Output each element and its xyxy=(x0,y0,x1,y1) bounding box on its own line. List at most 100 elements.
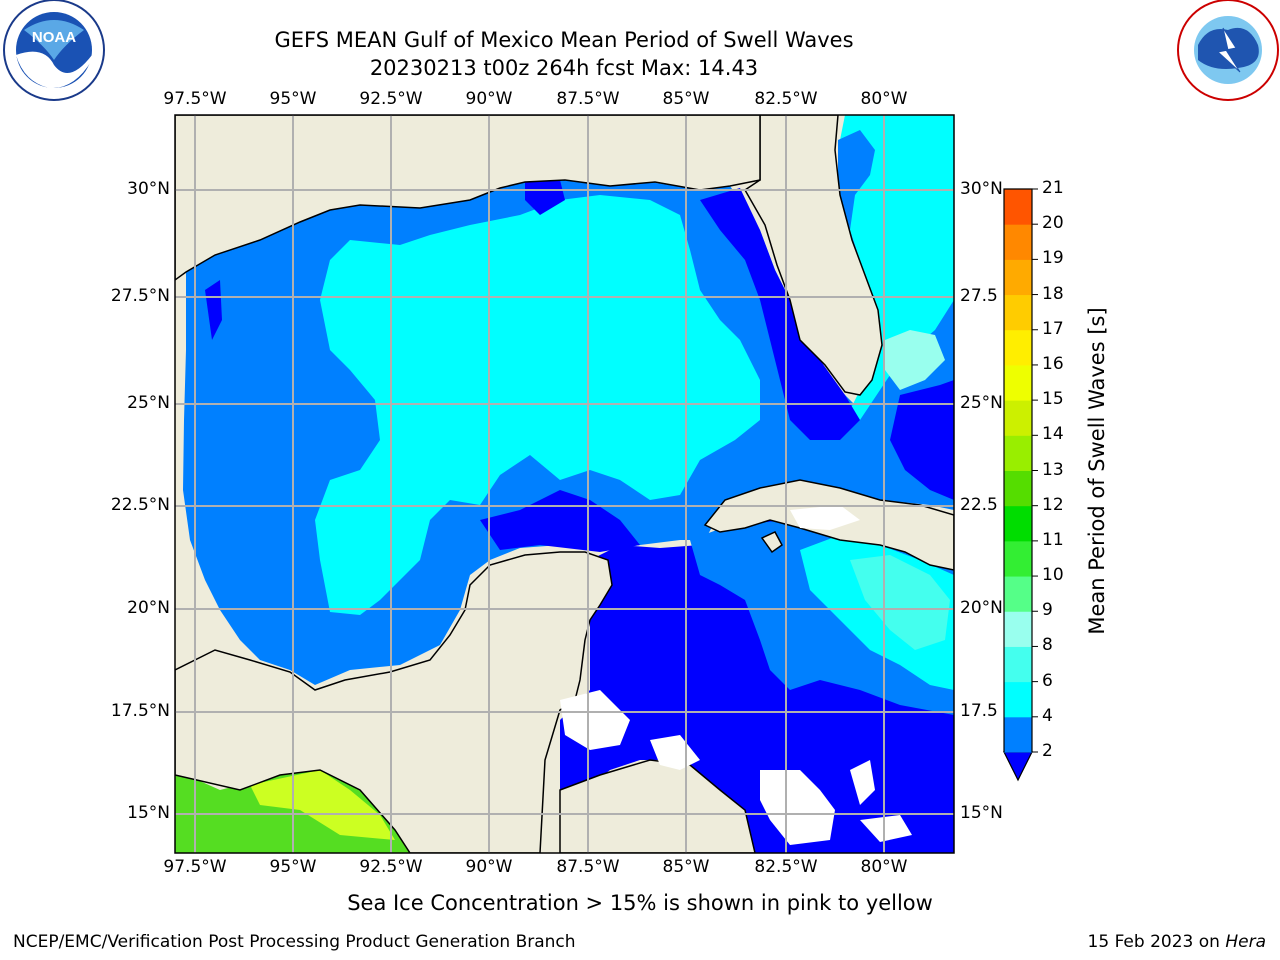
colorbar-segment xyxy=(1004,646,1032,683)
chart-subtitle: 20230213 t00z 264h fcst Max: 14.43 xyxy=(369,56,759,80)
caribbean-ocean-light xyxy=(850,555,950,650)
nodata-patch xyxy=(790,505,860,530)
nodata-patch xyxy=(560,690,630,750)
colorbar-segment xyxy=(1004,505,1032,542)
gulf-ocean-dark-north xyxy=(525,180,565,215)
lat-label: 30°N xyxy=(127,179,170,199)
nws-logo xyxy=(1177,0,1279,101)
colorbar xyxy=(1003,188,1038,782)
atlantic-ocean-cyan xyxy=(838,115,954,420)
colorbar-segment xyxy=(1004,611,1032,647)
pacific-ocean-yellow xyxy=(250,770,395,840)
sea-ice-caption: Sea Ice Concentration > 15% is shown in … xyxy=(347,891,933,915)
colorbar-segment xyxy=(1004,294,1032,331)
gulf-ocean-dark-south xyxy=(480,490,640,552)
footer-machine: Hera xyxy=(1225,932,1266,952)
colorbar-segment xyxy=(1004,435,1032,471)
colorbar-tick-label: 14 xyxy=(1042,424,1064,445)
lon-label: 82.5°W xyxy=(754,857,818,877)
colorbar-tick-label: 21 xyxy=(1042,178,1064,198)
lon-label: 85°W xyxy=(662,89,710,109)
gulf-ocean-dark-west xyxy=(205,280,222,340)
colorbar-tick-label: 4 xyxy=(1042,705,1053,726)
lat-label: 15°N xyxy=(127,803,170,823)
colorbar-tick-label: 15 xyxy=(1042,389,1064,410)
lon-label: 97.5°W xyxy=(163,89,227,109)
lon-label: 87.5°W xyxy=(556,89,620,109)
us-gulf-coast-land xyxy=(175,115,761,281)
colorbar-segment xyxy=(1004,224,1032,260)
lon-label: 90°W xyxy=(465,89,513,109)
colorbar-tick-label: 12 xyxy=(1042,494,1064,515)
lat-label: 27.5°N xyxy=(110,286,170,306)
colorbar-segment xyxy=(1004,681,1032,718)
colorbar-tick-label: 6 xyxy=(1042,670,1053,691)
colorbar-segment xyxy=(1004,189,1032,225)
atlantic-ocean-light xyxy=(885,330,945,390)
map-area xyxy=(175,115,954,853)
colorbar-extend-triangle xyxy=(1003,751,1033,782)
colorbar-tick-label: 17 xyxy=(1042,318,1064,339)
colorbar-tick-label: 16 xyxy=(1042,353,1064,374)
noaa-logo: NOAA xyxy=(3,0,105,101)
lon-label: 82.5°W xyxy=(754,89,818,109)
lat-label: 22.5 xyxy=(960,495,998,515)
lon-label: 80°W xyxy=(860,89,908,109)
lat-label: 15°N xyxy=(960,803,1003,823)
lat-label: 25°N xyxy=(960,393,1003,413)
colorbar-segment xyxy=(1004,329,1032,366)
colorbar-tick-label: 11 xyxy=(1042,529,1064,550)
lon-label: 80°W xyxy=(860,857,908,877)
colorbar-segment xyxy=(1004,576,1032,612)
florida-land xyxy=(744,115,883,396)
lat-label: 17.5 xyxy=(960,701,998,721)
colorbar-segment xyxy=(1004,400,1032,436)
footer-left: NCEP/EMC/Verification Post Processing Pr… xyxy=(13,932,576,952)
footer-date: 15 Feb 2023 on xyxy=(1087,932,1226,952)
lon-label: 95°W xyxy=(269,89,317,109)
colorbar-segment xyxy=(1004,364,1032,401)
lat-label: 30°N xyxy=(960,179,1003,199)
lon-label: 85°W xyxy=(662,857,710,877)
noaa-logo-text: NOAA xyxy=(32,29,76,46)
colorbar-title: Mean Period of Swell Waves [s] xyxy=(1085,307,1109,635)
atlantic-ocean-dark xyxy=(890,380,954,500)
lon-label: 97.5°W xyxy=(163,857,227,877)
footer-right: 15 Feb 2023 on Hera xyxy=(1088,932,1266,952)
lat-label: 20°N xyxy=(960,598,1003,618)
colorbar-segment xyxy=(1004,716,1032,753)
colorbar-segment xyxy=(1004,259,1032,296)
lon-label: 92.5°W xyxy=(359,857,423,877)
nodata-patch xyxy=(860,815,912,842)
colorbar-tick-label: 18 xyxy=(1042,283,1064,304)
colorbar-segment xyxy=(1004,470,1032,507)
isle-of-youth-land xyxy=(760,531,783,554)
lat-label: 27.5 xyxy=(960,286,998,306)
lat-label: 20°N xyxy=(127,598,170,618)
nodata-patch xyxy=(650,735,700,770)
colorbar-tick-label: 13 xyxy=(1042,459,1064,480)
lat-label: 22.5°N xyxy=(110,495,170,515)
nodata-patch xyxy=(850,760,875,805)
colorbar-tick-label: 20 xyxy=(1042,213,1064,234)
gulf-ocean-dark-east xyxy=(700,188,860,440)
chart-title: GEFS MEAN Gulf of Mexico Mean Period of … xyxy=(274,28,854,52)
lon-label: 87.5°W xyxy=(556,857,620,877)
colorbar-tick-label: 2 xyxy=(1042,741,1053,761)
lon-label: 90°W xyxy=(465,857,513,877)
central-america-land xyxy=(559,759,756,853)
lat-label: 25°N xyxy=(127,393,170,413)
lon-label: 95°W xyxy=(269,857,317,877)
colorbar-tick-label: 9 xyxy=(1042,600,1053,621)
map-frame xyxy=(174,114,955,854)
lat-label: 17.5°N xyxy=(110,701,170,721)
nodata-patch xyxy=(760,770,835,845)
lon-label: 92.5°W xyxy=(359,89,423,109)
yucatan-land xyxy=(175,551,613,853)
colorbar-tick-label: 19 xyxy=(1042,248,1064,269)
colorbar-tick-label: 8 xyxy=(1042,635,1053,656)
map-gridlines xyxy=(175,115,954,853)
colorbar-tick-label: 10 xyxy=(1042,565,1064,586)
colorbar-segment xyxy=(1004,540,1032,577)
